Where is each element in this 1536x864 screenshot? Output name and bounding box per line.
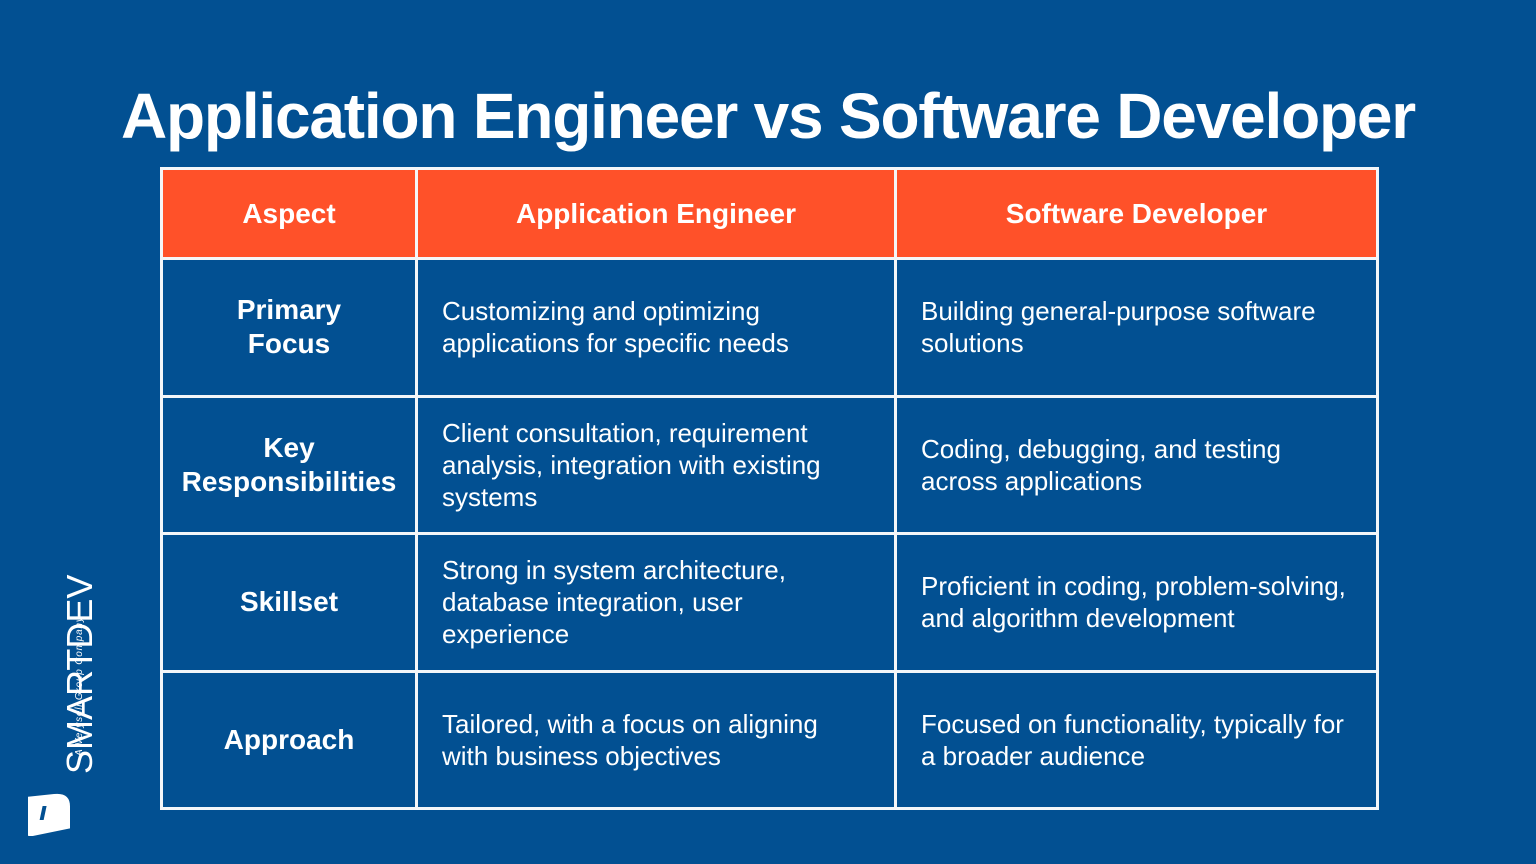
software-developer-cell: Focused on functionality, typically for … <box>894 669 1379 810</box>
software-developer-cell: Building general-purpose software soluti… <box>894 257 1379 398</box>
page-title: Application Engineer vs Software Develop… <box>121 79 1416 152</box>
application-engineer-cell: Customizing and optimizing applications … <box>415 257 897 398</box>
aspect-label: Key Responsibilities <box>181 431 397 497</box>
table-header-row: Aspect Application Engineer Software Dev… <box>160 167 1379 260</box>
table-row: Approach Tailored, with a focus on align… <box>160 669 1379 810</box>
aspect-label: Primary Focus <box>236 294 342 360</box>
smartdev-logo-icon <box>28 793 70 836</box>
application-engineer-cell: Strong in system architecture, database … <box>415 532 897 673</box>
aspect-approach: Approach <box>160 669 418 810</box>
table-row: Skillset Strong in system architecture, … <box>160 532 1379 673</box>
software-developer-cell: Proficient in coding, problem-solving, a… <box>894 532 1379 673</box>
logo-tagline: A Verysell Group Company <box>74 616 85 756</box>
header-software-developer: Software Developer <box>894 167 1379 260</box>
application-engineer-cell: Client consultation, requirement analysi… <box>415 394 897 535</box>
comparison-table: Aspect Application Engineer Software Dev… <box>160 167 1379 810</box>
aspect-primary-focus: Primary Focus <box>160 257 418 398</box>
header-aspect: Aspect <box>160 167 418 260</box>
table-row: Primary Focus Customizing and optimizing… <box>160 257 1379 398</box>
software-developer-cell: Coding, debugging, and testing across ap… <box>894 394 1379 535</box>
aspect-key-responsibilities: Key Responsibilities <box>160 394 418 535</box>
aspect-skillset: Skillset <box>160 532 418 673</box>
application-engineer-cell: Tailored, with a focus on aligning with … <box>415 669 897 810</box>
table-row: Key Responsibilities Client consultation… <box>160 394 1379 535</box>
header-application-engineer: Application Engineer <box>415 167 897 260</box>
